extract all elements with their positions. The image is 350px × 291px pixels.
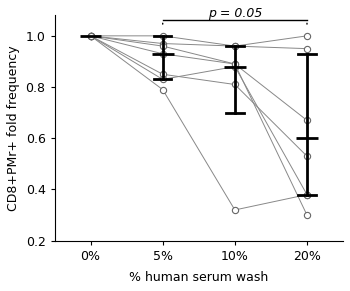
Y-axis label: CD8+PMr+ fold frequency: CD8+PMr+ fold frequency <box>7 45 20 211</box>
X-axis label: % human serum wash: % human serum wash <box>129 271 268 284</box>
Text: p = 0.05: p = 0.05 <box>208 7 262 20</box>
